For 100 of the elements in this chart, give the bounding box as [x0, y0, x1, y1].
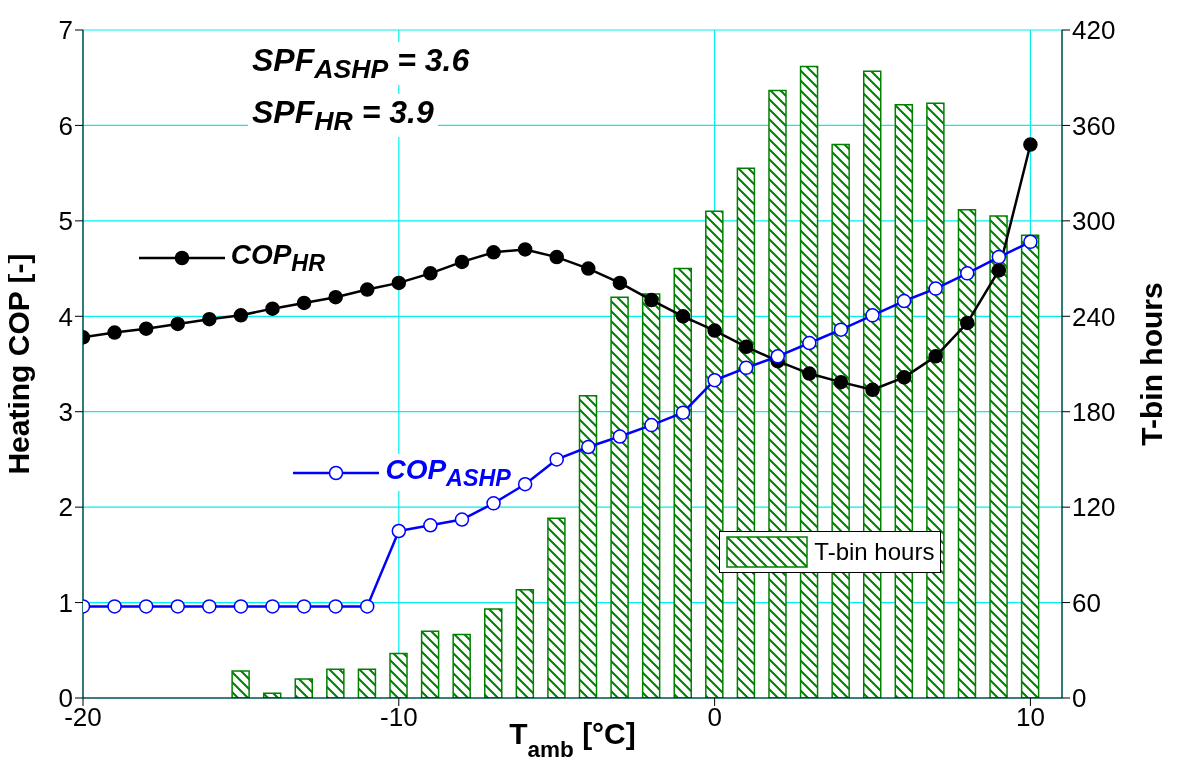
- point: [391, 275, 407, 291]
- point: [865, 308, 880, 323]
- y2-tick-label: 180: [1072, 396, 1116, 427]
- y2-tick-label: 360: [1072, 110, 1116, 141]
- y-tick-label: 2: [58, 492, 73, 523]
- point: [328, 289, 343, 305]
- y-tick-label: 4: [58, 301, 73, 332]
- point: [265, 301, 280, 316]
- point: [802, 366, 817, 381]
- bar: [578, 395, 598, 698]
- bar: [420, 630, 440, 698]
- legend-label: T-bin hours: [814, 538, 935, 566]
- point: [486, 496, 501, 511]
- bar: [705, 210, 724, 698]
- bar: [641, 293, 661, 698]
- bar: [768, 89, 787, 698]
- point: [581, 439, 596, 455]
- bar: [1020, 234, 1040, 698]
- bar: [547, 517, 566, 698]
- point: [991, 263, 1007, 278]
- point: [707, 323, 722, 338]
- y-tick-label: 3: [58, 396, 73, 427]
- point: [138, 321, 154, 336]
- point: [833, 322, 849, 337]
- y2-tick-label: 60: [1072, 587, 1101, 618]
- point: [644, 292, 659, 308]
- point: [612, 429, 628, 444]
- point: [454, 254, 470, 270]
- point: [359, 282, 375, 297]
- y2-tick-label: 300: [1072, 206, 1116, 237]
- point: [581, 261, 596, 276]
- point: [896, 293, 912, 309]
- point: [738, 360, 754, 376]
- bar: [515, 589, 535, 698]
- y-axis-title: Heating COP [-]: [2, 253, 35, 475]
- point: [202, 599, 217, 614]
- point: [612, 275, 628, 291]
- bar: [389, 652, 408, 698]
- y2-tick-label: 120: [1072, 492, 1116, 523]
- point: [707, 372, 722, 388]
- point: [202, 311, 217, 327]
- x-tick-label: 10: [1015, 702, 1045, 733]
- point: [423, 266, 438, 281]
- point: [928, 281, 943, 296]
- point: [770, 349, 786, 364]
- point: [1023, 234, 1038, 250]
- bar: [452, 633, 471, 698]
- point: [549, 249, 564, 265]
- point: [170, 316, 185, 332]
- point: [138, 599, 154, 614]
- y-tick-label: 1: [58, 587, 73, 618]
- point: [675, 309, 691, 324]
- annotation: SPF$_{ASHP}$ = 3.6: [248, 42, 474, 86]
- y2-tick-label: 420: [1072, 15, 1116, 46]
- bar: [231, 670, 250, 698]
- point: [170, 599, 185, 614]
- y2-tick-label: 240: [1072, 301, 1116, 332]
- y-tick-label: 5: [58, 206, 73, 237]
- point: [233, 599, 249, 614]
- point: [991, 249, 1007, 265]
- point: [517, 242, 533, 257]
- point: [675, 405, 691, 420]
- point: [328, 599, 343, 614]
- point: [644, 417, 659, 433]
- point: [802, 335, 817, 351]
- point: [960, 315, 975, 331]
- y2-tick-label: 0: [1072, 683, 1087, 714]
- point: [391, 523, 407, 539]
- point: [359, 599, 375, 614]
- point: [107, 599, 122, 614]
- x-tick-label: 0: [707, 702, 722, 733]
- y-tick-label: 7: [58, 15, 73, 46]
- point: [896, 370, 912, 385]
- point: [454, 512, 470, 527]
- bar: [610, 296, 629, 698]
- y-tick-label: 6: [58, 110, 73, 141]
- point: [486, 245, 501, 260]
- y2-axis-title: T-bin hours: [1135, 282, 1168, 446]
- bar: [262, 692, 282, 698]
- point: [549, 452, 564, 467]
- point: [296, 599, 312, 614]
- annotation: SPF$_{HR}$ = 3.9: [248, 94, 438, 138]
- x-tick-label: -10: [380, 702, 418, 733]
- bar: [989, 215, 1008, 698]
- point: [833, 374, 849, 390]
- point: [233, 308, 249, 323]
- point: [423, 518, 438, 533]
- bar: [957, 208, 977, 698]
- bar: [484, 608, 503, 698]
- point: [107, 325, 122, 340]
- point: [865, 382, 880, 398]
- legend-label: COP$_{HR}$: [230, 239, 326, 277]
- point: [517, 476, 533, 492]
- bar: [294, 678, 314, 698]
- bar: [326, 668, 345, 698]
- point: [265, 599, 280, 614]
- bar: [673, 267, 692, 698]
- point: [296, 295, 312, 311]
- point: [928, 349, 943, 364]
- legend-label: COP$_{ASHP}$: [385, 453, 511, 492]
